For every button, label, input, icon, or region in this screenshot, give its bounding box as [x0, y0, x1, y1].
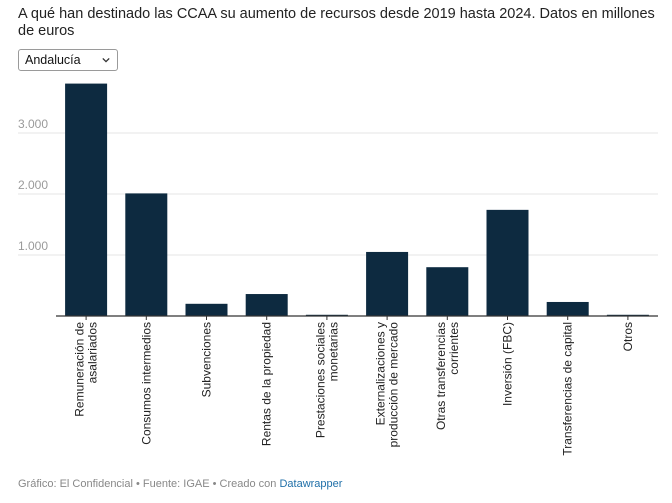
svg-text:Inversión (FBC): Inversión (FBC) [501, 322, 515, 406]
x-category-label: Remuneración deasalariados [73, 322, 100, 417]
bar[interactable] [185, 303, 228, 316]
x-category-label: Otras transferenciascorrientes [434, 322, 461, 430]
region-dropdown-value: Andalucía [25, 53, 81, 67]
bar-chart: 1.000 2.000 3.000 Remuneración deasalariado… [18, 83, 658, 456]
x-category-label: Prestaciones socialesmonetarias [313, 322, 340, 438]
x-category-label: Otros [621, 322, 635, 351]
svg-text:Consumos intermedios: Consumos intermedios [139, 322, 153, 445]
y-tick-label: 3.000 [18, 117, 48, 131]
chart-footer: Gráfico: El Confidencial • Fuente: IGAE … [18, 478, 342, 490]
bar[interactable] [426, 267, 469, 316]
chevron-down-icon [102, 57, 110, 63]
bar[interactable] [486, 209, 529, 316]
chart-title: A qué han destinado las CCAA su aumento … [18, 6, 655, 39]
x-category-label: Consumos intermedios [139, 322, 153, 445]
bar[interactable] [245, 294, 288, 316]
y-tick-label: 1.000 [18, 239, 48, 253]
svg-text:Externalizaciones yproducción: Externalizaciones yproducción de mercado [374, 322, 401, 448]
x-category-label: Transferencias de capital [561, 322, 575, 456]
bar[interactable] [366, 251, 409, 316]
bar[interactable] [305, 314, 348, 316]
x-category-label: Externalizaciones yproducción de mercado [374, 322, 401, 448]
x-category-label: Rentas de la propiedad [260, 322, 274, 446]
bar[interactable] [606, 314, 649, 316]
bar[interactable] [65, 83, 108, 316]
x-category-label: Inversión (FBC) [501, 322, 515, 406]
bar[interactable] [125, 193, 168, 316]
svg-text:Subvenciones: Subvenciones [200, 322, 214, 397]
x-category-label: Subvenciones [200, 322, 214, 397]
svg-text:Transferencias de capital: Transferencias de capital [561, 322, 575, 456]
svg-text:Otros: Otros [621, 322, 635, 351]
svg-text:Otras transferenciascorrientes: Otras transferenciascorrientes [434, 322, 461, 430]
y-tick-label: 2.000 [18, 178, 48, 192]
svg-text:Remuneración deasalariados: Remuneración deasalariados [73, 322, 100, 417]
svg-text:Prestaciones socialesmonetaria: Prestaciones socialesmonetarias [313, 322, 340, 438]
region-dropdown[interactable]: Andalucía [18, 49, 118, 71]
bar[interactable] [546, 301, 589, 316]
footer-credits: Gráfico: El Confidencial • Fuente: IGAE … [18, 478, 280, 490]
datawrapper-link[interactable]: Datawrapper [279, 478, 343, 490]
svg-text:Rentas de la propiedad: Rentas de la propiedad [260, 322, 274, 446]
